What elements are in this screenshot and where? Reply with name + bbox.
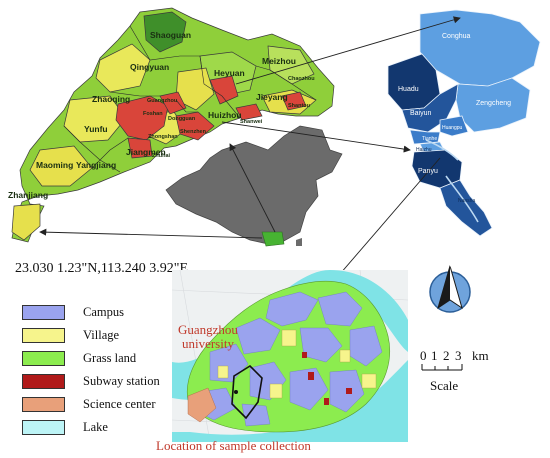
legend-item-grass-land: Grass land xyxy=(22,350,136,367)
gz-label-haizhu: Haizhu xyxy=(416,147,432,153)
legend-label: Village xyxy=(83,328,120,342)
legend-label: Lake xyxy=(83,420,108,434)
coordinates-text: 23.030 1.23"N,113.240 3.92"E xyxy=(15,261,189,276)
legend-item-campus: Campus xyxy=(22,304,124,321)
legend-swatch xyxy=(22,351,65,366)
gd-label-zhanjiang: Zhanjiang xyxy=(8,190,49,200)
legend-swatch xyxy=(22,397,65,412)
legend-item-science-center: Science center xyxy=(22,396,156,413)
gz-label-nansha: Nansha xyxy=(458,198,476,204)
legend-swatch xyxy=(22,328,65,343)
legend-label: Science center xyxy=(83,397,156,411)
gd-label-shantou: Shantou xyxy=(288,103,310,109)
gd-label-shenzhen: Shenzhen xyxy=(180,129,206,135)
gd-label-huizhou: Huizhou xyxy=(208,110,242,120)
gd-label-chaozhou: Chaozhou xyxy=(288,76,315,82)
scale-bar: 0 1 2 3 km Scale xyxy=(420,348,500,398)
gd-label-shaoguan: Shaoguan xyxy=(150,30,192,40)
gd-label-meizhou: Meizhou xyxy=(262,56,296,66)
gd-label-jieyang: Jieyang xyxy=(256,92,288,102)
legend-label: Subway station xyxy=(83,374,160,388)
legend-swatch xyxy=(22,374,65,389)
scale-line xyxy=(421,364,463,371)
gd-label-heyuan: Heyuan xyxy=(214,68,245,78)
legend-swatch xyxy=(22,305,65,320)
scale-unit: km xyxy=(472,348,489,363)
gz-label-huadu: Huadu xyxy=(398,86,419,93)
university-label: Guangzhou university xyxy=(178,323,238,351)
legend-item-village: Village xyxy=(22,327,119,344)
legend-label: Grass land xyxy=(83,351,137,365)
scale-title: Scale xyxy=(430,378,459,393)
gd-label-foshan: Foshan xyxy=(143,111,163,117)
gd-label-dongguan: Dongguan xyxy=(168,116,196,122)
gz-label-zengcheng: Zengcheng xyxy=(476,100,512,107)
gd-label-zhuhai: Zhuhai xyxy=(152,153,171,159)
gz-label-tianhe: Tianhe xyxy=(422,136,438,142)
legend-item-subway-station: Subway station xyxy=(22,373,160,390)
scale-tick-0: 0 xyxy=(420,348,427,363)
gz-label-panyu: Panyu xyxy=(418,168,438,175)
gd-label-guangzhou: Guangzhou xyxy=(147,98,178,104)
gd-label-zhongshan: Zhongshan xyxy=(148,134,178,140)
north-letter: N xyxy=(446,260,454,271)
gz-label-baiyun: Baiyun xyxy=(410,110,432,117)
gd-label-shanwei: Shanwei xyxy=(240,119,263,125)
sample-collection-label: Location of sample collection xyxy=(156,438,311,453)
university-label-line2: university xyxy=(181,336,234,351)
gd-label-yunfu: Yunfu xyxy=(84,124,108,134)
scale-tick-2: 2 xyxy=(443,348,450,363)
scale-tick-1: 1 xyxy=(431,348,438,363)
gz-label-conghua: Conghua xyxy=(442,33,471,40)
north-arrow-icon xyxy=(429,264,471,313)
legend-swatch xyxy=(22,420,65,435)
gd-label-yangjiang: Yangjiang xyxy=(76,160,117,170)
scale-tick-3: 3 xyxy=(455,348,462,363)
university-label-line1: Guangzhou xyxy=(178,322,238,337)
gz-label-huangpu: Huangpu xyxy=(442,125,463,131)
legend-item-lake: Lake xyxy=(22,419,108,436)
gd-label-maoming: Maoming xyxy=(36,160,74,170)
gd-label-qingyuan: Qingyuan xyxy=(130,62,170,72)
gd-label-jiangmen: Jiangmen xyxy=(126,147,166,157)
legend-label: Campus xyxy=(83,305,124,319)
north-arrow: N xyxy=(428,258,472,314)
gd-label-zhaoqing: Zhaoqing xyxy=(92,94,131,104)
